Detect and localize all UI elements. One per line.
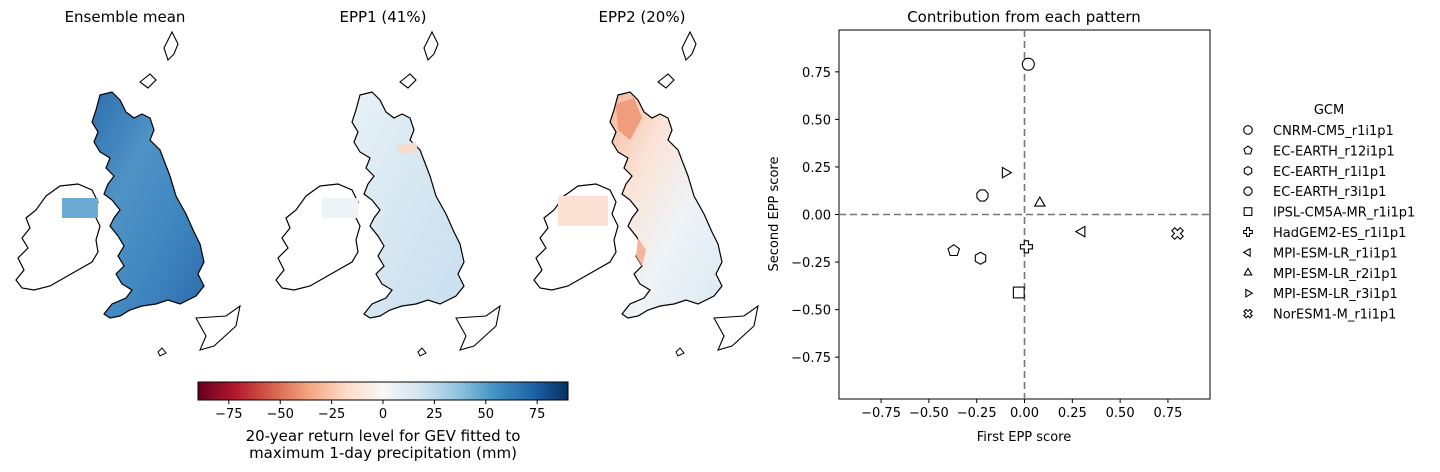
legend-marker bbox=[1243, 207, 1253, 217]
y-tick-label: 0.75 bbox=[802, 66, 831, 81]
legend-label: CNRM-CM5_r1i1p1 bbox=[1273, 124, 1394, 139]
colorbar-label: 20-year return level for GEV fitted to m… bbox=[190, 428, 576, 462]
colorbar-tick-label: 75 bbox=[529, 407, 546, 422]
data-point-ipsl-cm5a-mr-r1i1p1 bbox=[1012, 286, 1025, 299]
legend-label: EC-EARTH_r12i1p1 bbox=[1273, 144, 1395, 159]
legend-label: EC-EARTH_r3i1p1 bbox=[1273, 185, 1386, 200]
colorbar: −75 −50 −25 0 25 50 75 bbox=[197, 381, 569, 422]
map-title-epp2: EPP2 (20%) bbox=[598, 8, 686, 26]
axes-ticks: −0.75 −0.50 −0.25 0.00 0.25 0.50 0.75 −0.75 −0.5… bbox=[791, 66, 1182, 421]
data-point-hadgem2-es-r1i1p1 bbox=[1019, 240, 1033, 254]
data-point-ec-earth-r1i1p1 bbox=[974, 251, 987, 265]
colorbar-label-line1: 20-year return level for GEV fitted to bbox=[245, 427, 521, 445]
x-tick-label: −0.75 bbox=[861, 406, 901, 421]
colorbar-tick-label: 50 bbox=[478, 407, 495, 422]
colorbar-tick-label: 0 bbox=[379, 407, 387, 422]
legend-label: HadGEM2-ES_r1i1p1 bbox=[1273, 226, 1406, 241]
legend-marker bbox=[1243, 186, 1253, 196]
legend-label: MPI-ESM-LR_r3i1p1 bbox=[1273, 287, 1398, 302]
legend-marker bbox=[1243, 267, 1253, 276]
x-tick-label: −0.50 bbox=[909, 406, 949, 421]
legend-marker bbox=[1242, 247, 1251, 258]
map-epp2 bbox=[533, 30, 759, 357]
legend-label: NorESM1-M_r1i1p1 bbox=[1273, 308, 1396, 323]
colorbar-tick-label: −25 bbox=[318, 407, 345, 422]
map-title-epp1: EPP1 (41%) bbox=[339, 8, 427, 26]
legend: GCM CNRM-CM5_r1i1p1 EC-EARTH_r12i1p1 EC-EA… bbox=[1242, 103, 1415, 323]
map-title-ensemble-mean: Ensemble mean bbox=[64, 8, 186, 26]
legend-title: GCM bbox=[1314, 103, 1344, 118]
legend-marker bbox=[1243, 125, 1253, 135]
legend-marker bbox=[1245, 288, 1254, 298]
x-axis-label: First EPP score bbox=[977, 430, 1071, 445]
y-tick-label: 0.25 bbox=[802, 161, 831, 176]
y-tick-label: 0.50 bbox=[802, 113, 831, 128]
map-ensemble-mean bbox=[15, 30, 241, 357]
colorbar-ticks: −75 −50 −25 0 25 50 75 bbox=[215, 400, 545, 422]
colorbar-label-line2: maximum 1-day precipitation (mm) bbox=[249, 444, 517, 462]
data-point-ec-earth-r12i1p1 bbox=[947, 243, 961, 257]
legend-label: MPI-ESM-LR_r2i1p1 bbox=[1273, 267, 1398, 282]
legend-label: EC-EARTH_r1i1p1 bbox=[1273, 165, 1386, 180]
legend-marker bbox=[1243, 145, 1253, 155]
data-point-cnrm-cm5-r1i1p1 bbox=[1021, 57, 1035, 71]
data-point-ec-earth-r3i1p1 bbox=[976, 189, 989, 202]
x-tick-label: 0.50 bbox=[1106, 406, 1135, 421]
data-point-mpi-esm-lr-r3i1p1 bbox=[1001, 166, 1013, 179]
colorbar-tick-label: −75 bbox=[215, 407, 242, 422]
colorbar-tick-label: 25 bbox=[426, 407, 443, 422]
chart-title: Contribution from each pattern bbox=[907, 8, 1141, 26]
reference-lines bbox=[839, 30, 1210, 399]
y-tick-label: −0.25 bbox=[791, 256, 831, 271]
data-point-noresm1-m-r1i1p1 bbox=[1170, 227, 1184, 241]
y-axis-label: Second EPP score bbox=[767, 157, 782, 272]
x-tick-label: 0.00 bbox=[1010, 406, 1039, 421]
data-point-mpi-esm-lr-r2i1p1 bbox=[1033, 195, 1046, 207]
legend-label: MPI-ESM-LR_r1i1p1 bbox=[1273, 246, 1398, 261]
x-tick-label: 0.75 bbox=[1153, 406, 1182, 421]
y-tick-label: 0.00 bbox=[802, 209, 831, 224]
legend-marker bbox=[1243, 165, 1253, 176]
x-tick-label: −0.25 bbox=[957, 406, 997, 421]
y-tick-label: −0.50 bbox=[791, 304, 831, 319]
map-panels: −75 −50 −25 0 25 50 75 bbox=[15, 30, 759, 422]
map-epp1 bbox=[275, 30, 501, 357]
legend-label: IPSL-CM5A-MR_r1i1p1 bbox=[1273, 206, 1415, 221]
x-tick-label: 0.25 bbox=[1058, 406, 1087, 421]
y-tick-label: −0.75 bbox=[791, 351, 831, 366]
legend-marker bbox=[1243, 227, 1253, 237]
legend-marker bbox=[1243, 308, 1253, 319]
colorbar-tick-label: −50 bbox=[267, 407, 294, 422]
data-point-mpi-esm-lr-r1i1p1 bbox=[1074, 225, 1086, 238]
data-points bbox=[947, 57, 1184, 299]
